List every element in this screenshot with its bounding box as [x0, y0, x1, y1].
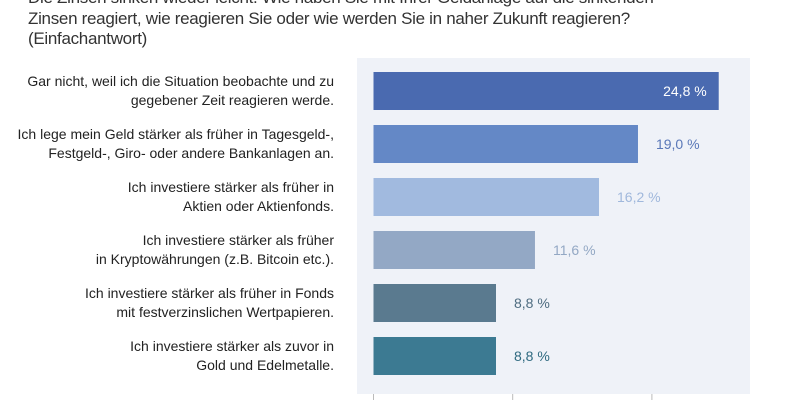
- question-text: Die Zinsen sinken wieder leicht. Wie hab…: [28, 0, 654, 50]
- question-line: (Einfachantwort): [28, 29, 147, 48]
- category-label: Aktien oder Aktienfonds.: [183, 198, 334, 214]
- bar: [373, 337, 496, 375]
- category-label: Ich investiere stärker als früher in: [128, 179, 334, 195]
- category-label: gegebener Zeit reagieren werde.: [131, 92, 334, 108]
- category-label: Gold und Edelmetalle.: [196, 357, 334, 373]
- category-label: mit festverzinslichen Wertpapieren.: [116, 304, 334, 320]
- question-line: Die Zinsen sinken wieder leicht. Wie hab…: [28, 0, 654, 9]
- category-label: Ich investiere stärker als zuvor in: [130, 338, 334, 354]
- data-label: 8,8 %: [514, 348, 550, 364]
- category-label: Festgeld-, Giro- oder andere Bankanlagen…: [48, 145, 334, 161]
- bar: [373, 231, 535, 269]
- category-label: Ich lege mein Geld stärker als früher in…: [18, 126, 334, 142]
- category-label: Gar nicht, weil ich die Situation beobac…: [27, 73, 334, 89]
- bar: [373, 284, 496, 322]
- bar: [373, 125, 638, 163]
- data-label: 8,8 %: [514, 295, 550, 311]
- bar: [373, 72, 719, 110]
- data-label: 11,6 %: [553, 242, 596, 258]
- data-label: 19,0 %: [656, 136, 700, 152]
- category-label: Ich investiere stärker als früher in Fon…: [85, 285, 334, 301]
- question-line: Zinsen reagiert, wie reagieren Sie oder …: [28, 8, 630, 28]
- category-label: Ich investiere stärker als früher: [143, 232, 335, 248]
- data-label: 24,8 %: [663, 83, 707, 99]
- bar: [373, 178, 600, 216]
- category-label: in Kryptowährungen (z.B. Bitcoin etc.).: [96, 251, 334, 267]
- data-label: 16,2 %: [617, 189, 661, 205]
